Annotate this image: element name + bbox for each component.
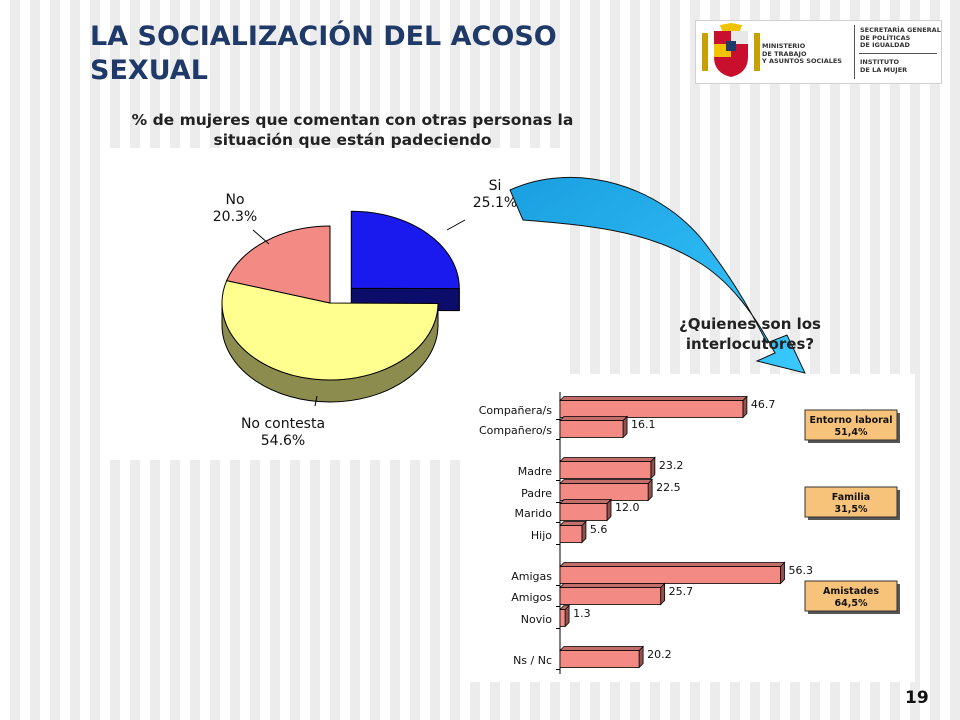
logo-institute-line: INSTITUTO [860, 58, 900, 66]
bar-category-label: Compañera/s [479, 404, 553, 417]
pie-slice-si [350, 210, 460, 290]
bar [559, 483, 649, 501]
pie-label: No contesta [241, 416, 325, 432]
bar-value-label: 22.5 [656, 481, 681, 494]
group-box [804, 486, 898, 518]
bar [559, 609, 566, 627]
group-value: 51,4% [835, 427, 868, 438]
pie-value-label: 25.1% [473, 195, 517, 211]
bar-category-label: Marido [514, 507, 552, 520]
bar-top [559, 499, 612, 504]
group-name: Familia [832, 492, 870, 503]
bar-value-label: 23.2 [659, 459, 684, 472]
bar-value-label: 25.7 [669, 585, 694, 598]
bar-top [559, 521, 587, 526]
bar [559, 587, 662, 605]
bar-chart: Compañera/s 46.7 Compañero/s 16.1 Madre 23.2 P… [479, 392, 900, 674]
bar-category-label: Madre [518, 465, 552, 478]
pie-leader-line [314, 395, 318, 407]
pie-chart-title: % de mujeres que comentan con otras pers… [131, 111, 574, 149]
pie-label: No [225, 192, 244, 208]
bar-value-label: 20.2 [647, 648, 672, 661]
bar [559, 420, 624, 438]
group-value: 31,5% [835, 504, 868, 515]
pie-leader-line [252, 229, 270, 245]
pie-leader-line [446, 219, 466, 231]
slide-title: LA SOCIALIZACIÓN DEL ACOSO SEXUAL [90, 21, 557, 86]
bar-chart-title: ¿Quienes son los interlocutores? [679, 315, 821, 353]
logo-institute-line: DE LA MUJER [860, 65, 908, 74]
connector-arrow [509, 177, 806, 374]
bar [559, 400, 744, 418]
group-box [804, 580, 898, 612]
pie-label: Si [489, 178, 502, 194]
group-value: 64,5% [835, 598, 868, 609]
bar-category-label: Hijo [531, 529, 552, 542]
bar-value-label: 46.7 [751, 398, 776, 411]
bar [559, 566, 781, 584]
bar [559, 503, 608, 521]
bar-value-label: 1.3 [573, 607, 591, 620]
ministry-logo: MINISTERIO DE TRABAJO Y ASUNTOS SOCIALES… [695, 20, 942, 84]
bar-top [559, 396, 748, 401]
bar-value-label: 12.0 [615, 501, 640, 514]
bar-category-label: Amigos [511, 591, 552, 604]
bar-chart-panel: Compañera/s 46.7 Compañero/s 16.1 Madre 23.2 P… [465, 374, 915, 682]
bar [559, 525, 583, 543]
pie-slice-no-contesta [221, 280, 439, 381]
logo-secretariat-line: DE POLÍTICAS [860, 33, 911, 42]
bar [559, 461, 652, 479]
bar-value-label: 16.1 [631, 418, 656, 431]
bar-category-label: Novio [521, 613, 553, 626]
bar-top [559, 646, 645, 651]
logo-ministry-line: MINISTERIO [762, 42, 806, 50]
group-box [804, 409, 898, 441]
bar-top [559, 479, 654, 484]
logo-ministry-line: DE TRABAJO [762, 49, 807, 58]
bar-category-label: Compañero/s [479, 424, 552, 437]
pie-value-label: 20.3% [213, 209, 257, 225]
bar-top [559, 416, 629, 421]
bar-value-label: 56.3 [789, 564, 814, 577]
logo-secretariat-line: DE IGUALDAD [860, 41, 910, 49]
logo-secretariat-line: SECRETARÍA GENERAL [860, 26, 941, 34]
bar-top [559, 562, 786, 567]
bar-category-label: Amigas [511, 570, 552, 583]
coat-of-arms-icon [702, 23, 760, 77]
page-number: 19 [905, 688, 929, 708]
bar-category-label: Padre [521, 487, 552, 500]
group-name: Amistades [823, 586, 879, 597]
bar-top [559, 583, 666, 588]
pie-value-label: 54.6% [261, 433, 305, 449]
group-name: Entorno laboral [810, 415, 893, 426]
bar [559, 650, 640, 668]
bar-top [559, 457, 656, 462]
logo-ministry-line: Y ASUNTOS SOCIALES [762, 57, 842, 65]
bar-value-label: 5.6 [590, 523, 608, 536]
bar-category-label: Ns / Nc [513, 654, 552, 667]
